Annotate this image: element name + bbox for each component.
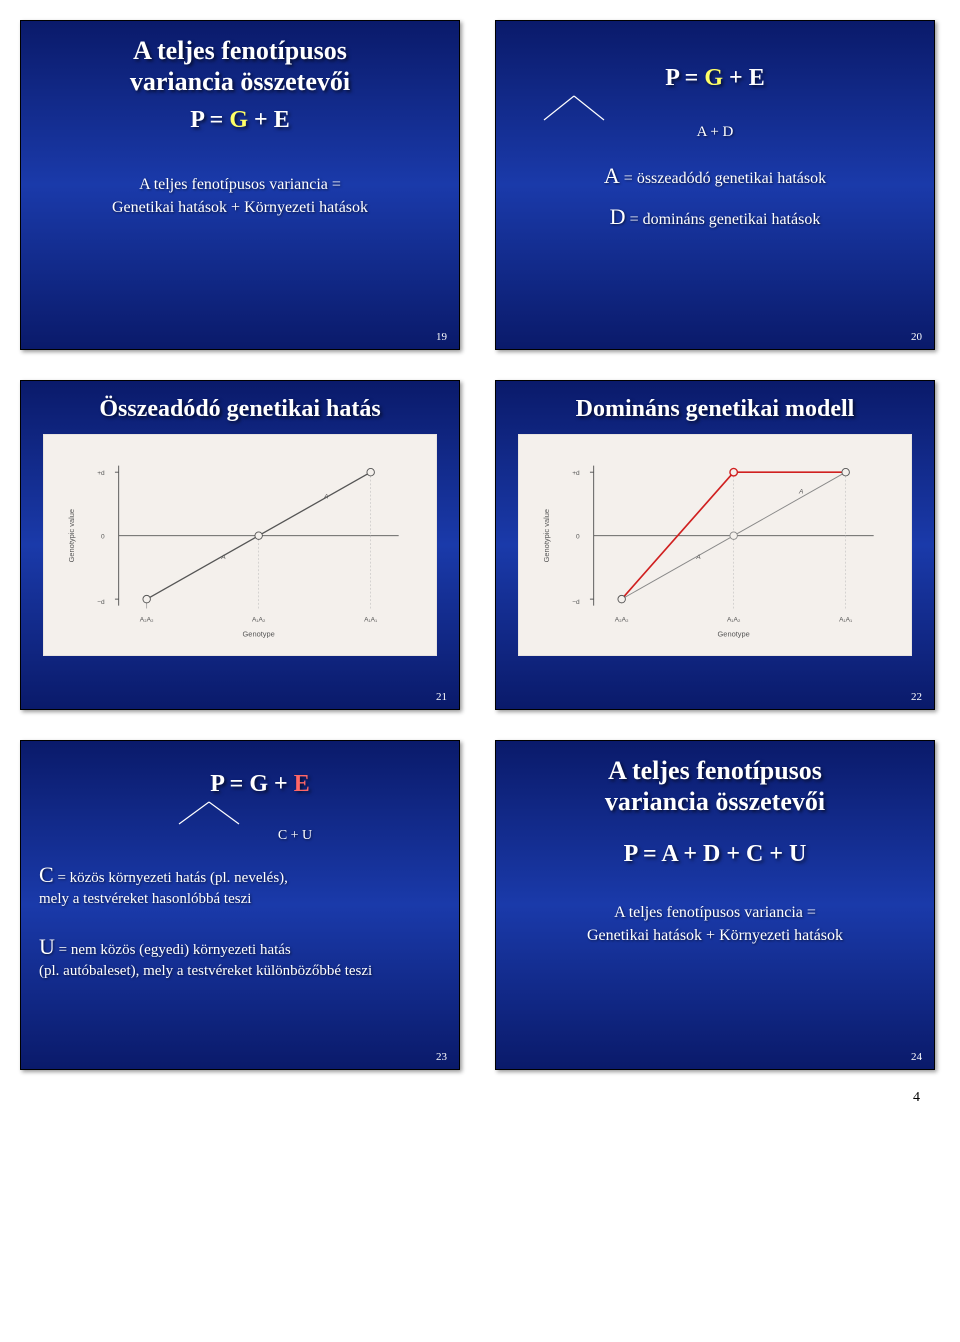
var-G: G [229, 107, 248, 133]
ytick: +d [572, 470, 580, 477]
branch-label: A + D [514, 122, 916, 143]
xtick: A₂A₂ [615, 616, 629, 623]
slide-24: A teljes fenotípusos variancia összetevő… [495, 740, 935, 1070]
xtick: A₂A₂ [140, 616, 154, 623]
ytick: +d [97, 470, 105, 477]
body-text: A teljes fenotípusos variancia = Genetik… [514, 902, 916, 947]
title-line: A teljes fenotípusos [608, 756, 822, 785]
xtick: A₁A₁ [364, 616, 378, 623]
chart-dominant: +d 0 −d Genotypic value A₂A₂ A₁A₂ A₁A₁ G… [518, 434, 912, 656]
branch-svg [149, 800, 441, 828]
c-text: = közös környezeti hatás (pl. nevelés), [54, 870, 288, 886]
var-E: E [274, 107, 290, 133]
formula: P = G + E [39, 107, 441, 134]
eq: = [204, 107, 230, 133]
c-text2: mely a testvéreket hasonlóbbá teszi [39, 891, 251, 907]
u-text2: (pl. autóbaleset), mely a testvéreket kü… [39, 963, 372, 979]
xtick: A₁A₂ [727, 616, 741, 623]
xlabel: Genotype [243, 629, 275, 638]
xlabel: Genotype [718, 629, 750, 638]
def-A: A = összeadódó genetikai hatások [514, 161, 916, 192]
body-text: A teljes fenotípusos variancia = Genetik… [39, 174, 441, 219]
var-P: P [190, 107, 203, 133]
var-P: P [210, 771, 223, 797]
plus: + [268, 771, 294, 797]
var-E: E [294, 771, 310, 797]
body-line: Genetikai hatások + Környezeti hatások [112, 199, 368, 216]
ytick: −d [97, 599, 105, 606]
slide-title: Összeadódó genetikai hatás [39, 395, 441, 424]
def-C: C = közös környezeti hatás (pl. nevelés)… [39, 860, 441, 910]
formula: P = G + E [79, 771, 441, 798]
var-E: E [749, 65, 765, 91]
body-line: Genetikai hatások + Környezeti hatások [587, 927, 843, 944]
branch-svg [514, 94, 916, 124]
def-U: U = nem közös (egyedi) környezeti hatás … [39, 932, 441, 982]
slide-number: 21 [436, 691, 447, 703]
title-line: A teljes fenotípusos [133, 36, 347, 65]
ytick: 0 [101, 533, 105, 540]
page-number: 4 [20, 1090, 940, 1106]
ytick: −d [572, 599, 580, 606]
branch-label: C + U [149, 826, 441, 846]
ylabel: Genotypic value [542, 509, 551, 562]
var-G: G [249, 771, 268, 797]
chart-additive: +d 0 −d Genotypic value A₂A₂ A₁A₂ A₁A₁ G… [43, 434, 437, 656]
slide-21: Összeadódó genetikai hatás +d 0 −d Genot… [20, 380, 460, 710]
cap-C: C [39, 862, 54, 887]
formula: P = G + E [514, 65, 916, 92]
ytick: 0 [576, 533, 580, 540]
cap-U: U [39, 934, 55, 959]
slide-number: 24 [911, 1051, 922, 1063]
plus: + [723, 65, 749, 91]
slide-title: Domináns genetikai modell [514, 395, 916, 424]
slide-number: 22 [911, 691, 922, 703]
seg-label: A [220, 554, 225, 561]
seg-label: A [323, 493, 328, 500]
slide-22: Domináns genetikai modell +d 0 −d Genoty… [495, 380, 935, 710]
u-text: = nem közös (egyedi) környezeti hatás [55, 942, 291, 958]
slide-19: A teljes fenotípusos variancia összetevő… [20, 20, 460, 350]
title-line: variancia összetevői [605, 787, 825, 816]
eq: = [679, 65, 705, 91]
body-line: A teljes fenotípusos variancia = [614, 904, 816, 921]
var-G: G [704, 65, 723, 91]
slide-20: P = G + E A + D A = összeadódó genetikai… [495, 20, 935, 350]
cap-D: D [610, 204, 626, 229]
slide-title: A teljes fenotípusos variancia összetevő… [39, 35, 441, 97]
def-D: D = domináns genetikai hatások [514, 202, 916, 233]
slide-number: 19 [436, 331, 447, 343]
seg-label: A [798, 488, 803, 495]
xtick: A₁A₂ [252, 616, 266, 623]
slide-number: 20 [911, 331, 922, 343]
var-P: P [665, 65, 678, 91]
ylabel: Genotypic value [67, 509, 76, 562]
def-D-text: = domináns genetikai hatások [626, 211, 821, 228]
slide-23: P = G + E C + U C = közös környezeti hat… [20, 740, 460, 1070]
formula: P = A + D + C + U [514, 841, 916, 868]
slide-number: 23 [436, 1051, 447, 1063]
title-line: variancia összetevői [130, 67, 350, 96]
def-A-text: = összeadódó genetikai hatások [620, 170, 826, 187]
plus: + [248, 107, 274, 133]
body-line: A teljes fenotípusos variancia = [139, 176, 341, 193]
eq: = [224, 771, 250, 797]
slide-title: A teljes fenotípusos variancia összetevő… [514, 755, 916, 817]
cap-A: A [604, 163, 620, 188]
xtick: A₁A₁ [839, 616, 853, 623]
slide-grid: A teljes fenotípusos variancia összetevő… [20, 20, 940, 1070]
seg-label: A [695, 554, 700, 561]
